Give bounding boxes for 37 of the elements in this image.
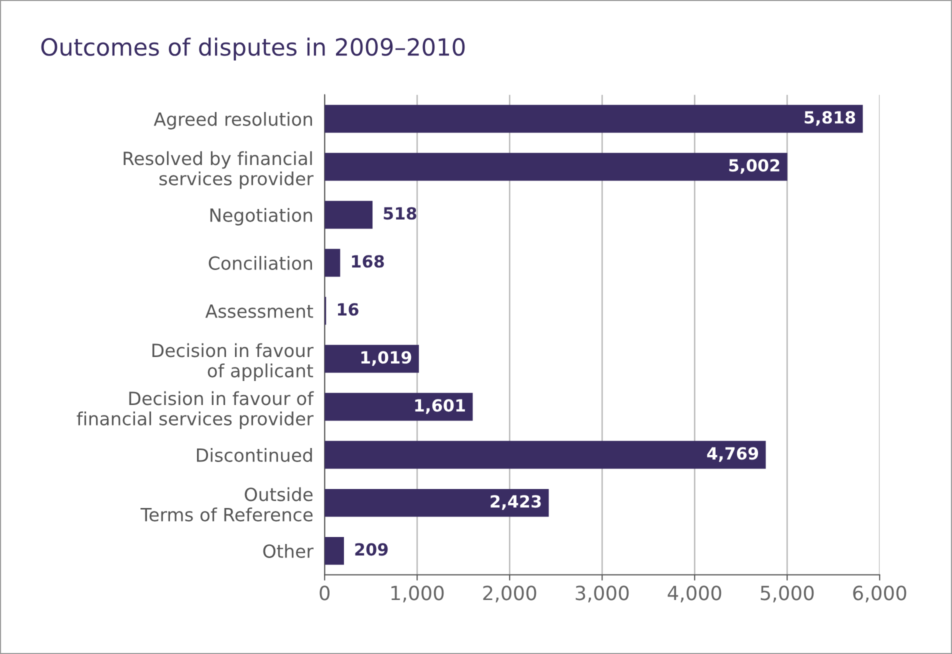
bar [324, 152, 788, 181]
bar [324, 344, 419, 373]
bar [324, 104, 863, 133]
y-tick-label: Other [263, 544, 314, 558]
y-tick-label: Conciliation [208, 256, 312, 270]
x-tick-label: 4,000 [668, 586, 722, 602]
bar [324, 200, 373, 229]
y-tick-label: Assessment [205, 304, 314, 318]
y-tick-label: Decision in favour of applicant [152, 343, 314, 381]
data-label: 16 [338, 303, 358, 316]
chart-title: Outcomes of disputes in 2009–2010 [41, 38, 465, 60]
y-tick-label: Agreed resolution [154, 112, 312, 130]
y-tick-label: Negotiation [210, 208, 312, 226]
x-tick-label: 0 [320, 586, 330, 600]
data-label: 518 [384, 207, 416, 220]
data-label: 168 [352, 255, 384, 268]
bar [324, 536, 344, 565]
bar [324, 488, 549, 517]
y-tick-label: Decision in favour of financial services provider [76, 391, 314, 429]
data-label: 5,818 [804, 111, 856, 126]
data-label: 5,002 [729, 159, 780, 174]
data-label: 4,769 [707, 447, 758, 462]
x-tick-label: 6,000 [853, 586, 906, 602]
data-label: 1,019 [361, 351, 412, 366]
bar [324, 248, 340, 277]
bar [324, 392, 473, 421]
y-tick-label: Resolved by financial services provider [124, 151, 314, 189]
y-tick-label: Discontinued [197, 448, 312, 462]
y-tick-label: Outside Terms of Reference [140, 487, 313, 522]
data-label: 209 [355, 543, 388, 556]
x-tick-label: 5,000 [760, 586, 814, 602]
x-tick-label: 2,000 [483, 586, 536, 602]
x-tick-label: 1,000 [391, 586, 444, 602]
data-label: 2,423 [490, 495, 541, 510]
data-label: 1,601 [415, 399, 465, 414]
x-tick-label: 3,000 [576, 586, 629, 602]
bar [324, 440, 766, 469]
